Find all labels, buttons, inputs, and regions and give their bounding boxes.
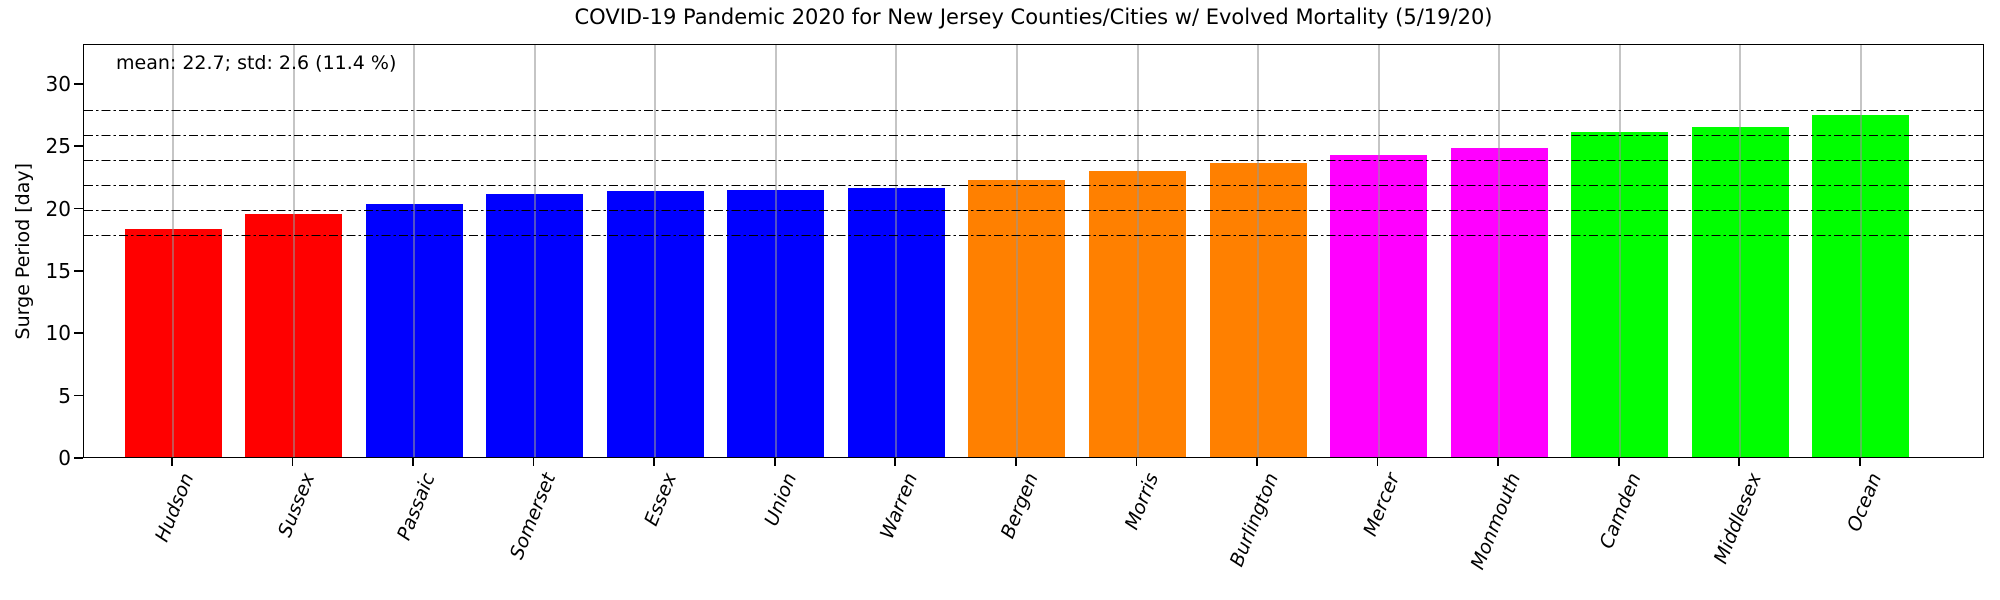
y-tick-mark bbox=[74, 269, 83, 272]
y-tick-label: 5 bbox=[58, 383, 71, 408]
y-tick-label: 0 bbox=[58, 446, 71, 470]
x-tick-mark bbox=[1617, 458, 1620, 466]
x-tick-label: Middlesex bbox=[1709, 470, 1766, 567]
vertical-gridline bbox=[1859, 45, 1862, 457]
y-tick-mark bbox=[74, 82, 83, 85]
vertical-gridline bbox=[1618, 45, 1621, 457]
dashdot-hline bbox=[84, 209, 1983, 212]
y-tick-label: 20 bbox=[45, 196, 71, 221]
x-tick-mark bbox=[773, 458, 776, 466]
y-tick-mark bbox=[74, 145, 83, 147]
x-tick-mark bbox=[532, 458, 535, 466]
x-tick-label: Burlington bbox=[1226, 470, 1284, 570]
stats-annotation: mean: 22.7; std: 2.6 (11.4 %) bbox=[116, 52, 397, 74]
x-tick-label: Somerset bbox=[505, 470, 561, 563]
x-tick-mark bbox=[1858, 458, 1861, 466]
x-tick-mark bbox=[1256, 458, 1258, 466]
y-tick-mark bbox=[74, 332, 83, 334]
y-tick-label: 15 bbox=[45, 258, 71, 283]
y-tick-label: 10 bbox=[45, 321, 71, 346]
x-tick-mark bbox=[1376, 458, 1379, 466]
dashdot-hline bbox=[84, 134, 1983, 137]
x-tick-label: Essex bbox=[639, 470, 681, 530]
plot-area: mean: 22.7; std: 2.6 (11.4 %) bbox=[83, 44, 1984, 458]
chart-title: COVID-19 Pandemic 2020 for New Jersey Co… bbox=[574, 5, 1493, 29]
x-tick-label: Monmouth bbox=[1466, 470, 1525, 573]
x-tick-label: Camden bbox=[1595, 470, 1646, 552]
y-tick-label: 25 bbox=[45, 134, 71, 159]
y-tick-mark bbox=[74, 394, 83, 397]
vertical-gridline bbox=[1136, 45, 1139, 457]
dashdot-hline bbox=[84, 184, 1983, 187]
x-tick-label: Morris bbox=[1120, 470, 1163, 533]
vertical-gridline bbox=[895, 45, 898, 457]
x-tick-label: Bergen bbox=[996, 470, 1043, 542]
dashdot-hline bbox=[84, 234, 1983, 237]
vertical-gridline bbox=[654, 45, 657, 457]
vertical-gridline bbox=[1739, 45, 1742, 457]
vertical-gridline bbox=[292, 45, 295, 457]
x-tick-label: Union bbox=[760, 470, 802, 530]
x-tick-mark bbox=[291, 458, 294, 466]
x-tick-mark bbox=[1497, 458, 1499, 466]
x-tick-label: Warren bbox=[875, 470, 922, 542]
x-tick-mark bbox=[412, 458, 414, 466]
x-tick-mark bbox=[1135, 458, 1138, 466]
x-tick-label: Ocean bbox=[1843, 470, 1887, 535]
x-tick-label: Sussex bbox=[273, 470, 319, 541]
x-tick-mark bbox=[1014, 458, 1017, 466]
y-tick-label: 30 bbox=[45, 71, 71, 96]
x-tick-mark bbox=[653, 458, 655, 466]
y-axis-label: Surge Period [day] bbox=[12, 162, 34, 340]
x-tick-label: Hudson bbox=[151, 470, 199, 545]
vertical-gridline bbox=[774, 45, 777, 457]
dashdot-hline bbox=[84, 109, 1983, 112]
vertical-gridline bbox=[1257, 45, 1260, 457]
dashdot-hline bbox=[84, 159, 1983, 162]
vertical-gridline bbox=[413, 45, 416, 457]
y-tick-mark bbox=[74, 207, 83, 210]
x-tick-mark bbox=[894, 458, 897, 466]
vertical-gridline bbox=[533, 45, 536, 457]
x-tick-label: Passaic bbox=[392, 470, 440, 544]
y-tick-mark bbox=[74, 457, 83, 459]
x-tick-mark bbox=[1738, 458, 1741, 466]
x-tick-mark bbox=[171, 458, 173, 466]
vertical-gridline bbox=[1015, 45, 1018, 457]
vertical-gridline bbox=[1377, 45, 1380, 457]
vertical-gridline bbox=[1498, 45, 1501, 457]
vertical-gridline bbox=[172, 45, 174, 457]
x-tick-label: Mercer bbox=[1359, 470, 1405, 540]
